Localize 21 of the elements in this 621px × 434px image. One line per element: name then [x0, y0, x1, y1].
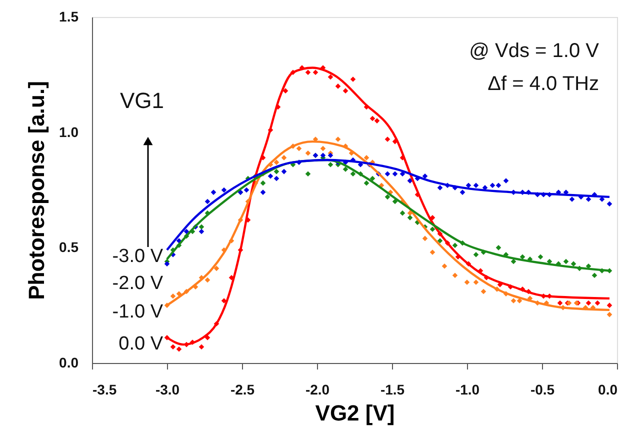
series-label: 0.0 V	[118, 334, 164, 355]
x-tick-label: -3.5	[92, 382, 117, 398]
x-tick-label: 0.0	[598, 382, 618, 398]
y-tick-label: 1.5	[59, 8, 79, 24]
y-tick-label: 0.5	[59, 239, 79, 256]
series-label: -3.0 V	[112, 246, 164, 267]
x-axis-title: VG2 [V]	[315, 400, 395, 426]
annotation: Δf = 4.0 THz	[488, 73, 599, 95]
annotation: VG1	[120, 88, 164, 113]
x-tick-label: -1.0	[455, 382, 480, 398]
x-tick-label: -1.5	[380, 382, 405, 398]
series-label: -1.0 V	[112, 301, 164, 322]
y-axis-title: Photoresponse [a.u.]	[24, 81, 50, 300]
annotation: @ Vds = 1.0 V	[469, 40, 600, 62]
series-label: -2.0 V	[112, 272, 164, 294]
x-tick-label: -3.0	[155, 382, 180, 398]
x-tick-label: -2.0	[305, 382, 330, 398]
x-tick-label: -2.5	[230, 382, 255, 398]
y-tick-label: 0.0	[59, 354, 79, 370]
y-tick-label: 1.0	[59, 124, 79, 140]
x-tick-label: -0.5	[530, 382, 555, 398]
